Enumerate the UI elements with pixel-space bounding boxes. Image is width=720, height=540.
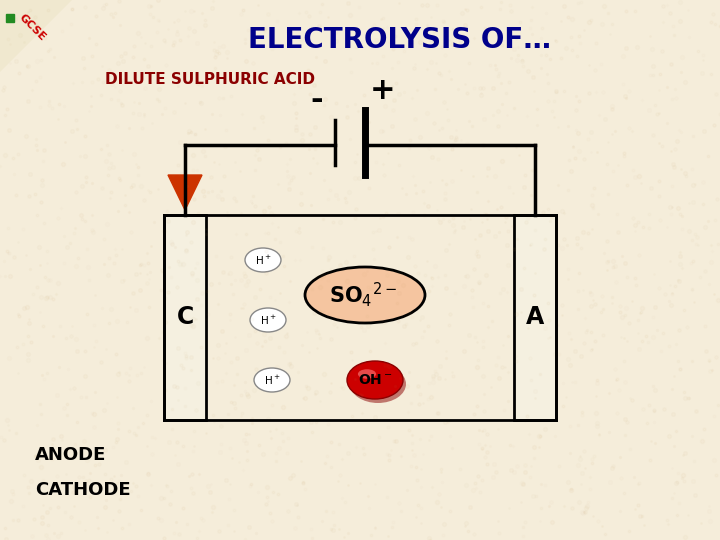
- Ellipse shape: [305, 267, 425, 323]
- Text: H$^+$: H$^+$: [264, 374, 280, 387]
- Ellipse shape: [250, 308, 286, 332]
- Text: DILUTE SULPHURIC ACID: DILUTE SULPHURIC ACID: [105, 72, 315, 87]
- Ellipse shape: [254, 368, 290, 392]
- Text: GCSE: GCSE: [17, 13, 48, 43]
- Ellipse shape: [245, 248, 281, 272]
- Text: +: +: [370, 76, 396, 105]
- Text: H$^+$: H$^+$: [255, 253, 271, 267]
- Ellipse shape: [347, 361, 403, 399]
- Text: CATHODE: CATHODE: [35, 481, 130, 499]
- Polygon shape: [0, 0, 72, 72]
- Text: -: -: [311, 86, 323, 115]
- Ellipse shape: [358, 369, 376, 379]
- Text: H$^+$: H$^+$: [260, 313, 276, 327]
- Text: ANODE: ANODE: [35, 446, 107, 464]
- Ellipse shape: [350, 365, 406, 403]
- Text: A: A: [526, 305, 544, 329]
- Text: SO$_4$$^{2-}$: SO$_4$$^{2-}$: [329, 281, 397, 309]
- Text: OH$^-$: OH$^-$: [358, 373, 392, 387]
- Text: C: C: [176, 305, 194, 329]
- Text: ELECTROLYSIS OF…: ELECTROLYSIS OF…: [248, 26, 552, 54]
- Polygon shape: [168, 175, 202, 210]
- Bar: [164, 215, 206, 420]
- Bar: [514, 215, 556, 420]
